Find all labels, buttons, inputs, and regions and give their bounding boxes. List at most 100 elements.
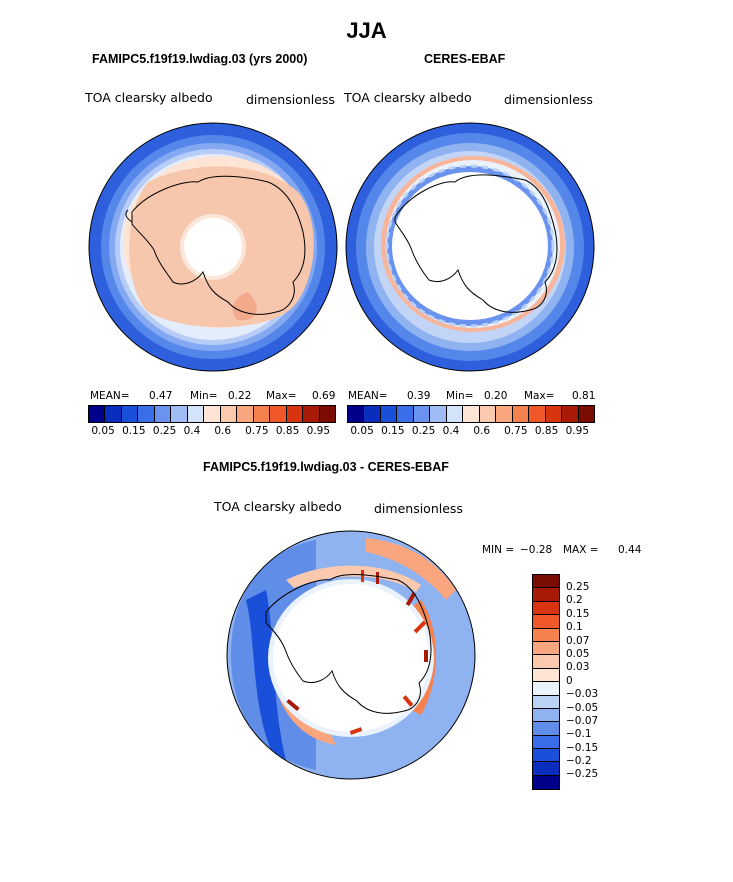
obs-max-value: 0.81 bbox=[572, 390, 596, 402]
colorbar-swatch bbox=[533, 735, 559, 750]
colorbar-tick-label: 0.15 bbox=[566, 607, 590, 620]
colorbar-swatch bbox=[348, 406, 365, 422]
colorbar-tick-label: 0.85 bbox=[275, 425, 300, 437]
colorbar-tick-label: 0.03 bbox=[566, 661, 590, 674]
model-colorbar-ticks: 0.05 0.15 0.25 0.4 0.6 0.75 0.85 0.95 bbox=[88, 425, 334, 439]
obs-variable-label: TOA clearsky albedo bbox=[344, 90, 472, 105]
colorbar-tick-label: 0.25 bbox=[152, 425, 177, 437]
diff-polar-map bbox=[226, 530, 476, 780]
colorbar-swatch bbox=[533, 601, 559, 616]
diff-units-label: dimensionless bbox=[374, 501, 463, 516]
colorbar-tick-label: 0.2 bbox=[566, 594, 583, 607]
model-max-label: Max= bbox=[266, 390, 297, 402]
colorbar-swatch bbox=[171, 406, 188, 422]
colorbar-tick-label: 0.95 bbox=[306, 425, 331, 437]
colorbar-tick-label: 0.25 bbox=[411, 425, 436, 437]
model-min-value: 0.22 bbox=[228, 390, 252, 402]
colorbar-tick-label: −0.25 bbox=[566, 768, 599, 781]
colorbar-swatch bbox=[220, 406, 238, 422]
colorbar-swatch bbox=[89, 406, 106, 422]
model-variable-label: TOA clearsky albedo bbox=[85, 90, 213, 105]
colorbar-swatch bbox=[562, 406, 579, 422]
diff-panel-title: FAMIPC5.f19f19.lwdiag.03 - CERES-EBAF bbox=[203, 460, 449, 474]
colorbar-swatch bbox=[270, 406, 287, 422]
colorbar-swatch bbox=[578, 406, 595, 422]
colorbar-swatch bbox=[446, 406, 464, 422]
obs-min-value: 0.20 bbox=[484, 390, 508, 402]
colorbar-swatch bbox=[533, 762, 559, 776]
diff-colorbar bbox=[532, 574, 560, 791]
colorbar-tick-label: 0.05 bbox=[566, 647, 590, 660]
colorbar-swatch bbox=[303, 406, 320, 422]
colorbar-tick-label: 0.6 bbox=[473, 425, 491, 437]
diff-min-label: MIN = bbox=[482, 544, 515, 556]
colorbar-swatch bbox=[533, 708, 559, 723]
obs-panel-title: CERES-EBAF bbox=[424, 52, 506, 66]
colorbar-swatch bbox=[512, 406, 530, 422]
obs-units-label: dimensionless bbox=[504, 92, 593, 107]
colorbar-swatch bbox=[533, 615, 559, 629]
colorbar-swatch bbox=[533, 695, 559, 709]
colorbar-tick-label: 0.4 bbox=[442, 425, 460, 437]
obs-mean-label: MEAN= bbox=[348, 390, 388, 402]
obs-mean-value: 0.39 bbox=[407, 390, 431, 402]
colorbar-swatch bbox=[204, 406, 221, 422]
colorbar-swatch bbox=[533, 682, 559, 696]
colorbar-tick-label: 0.15 bbox=[122, 425, 146, 437]
colorbar-tick-label: −0.2 bbox=[566, 755, 592, 768]
colorbar-swatch bbox=[533, 628, 559, 642]
colorbar-tick-label: −0.07 bbox=[566, 714, 599, 727]
obs-colorbar-ticks: 0.05 0.15 0.25 0.4 0.6 0.75 0.85 0.95 bbox=[347, 425, 593, 439]
colorbar-swatch bbox=[533, 641, 559, 656]
colorbar-tick-label: 0.75 bbox=[245, 425, 269, 437]
obs-colorbar bbox=[347, 405, 595, 423]
colorbar-swatch bbox=[138, 406, 155, 422]
colorbar-tick-label: 0.15 bbox=[381, 425, 405, 437]
colorbar-swatch bbox=[533, 775, 559, 790]
model-max-value: 0.69 bbox=[312, 390, 336, 402]
colorbar-swatch bbox=[286, 406, 304, 422]
diff-max-label: MAX = bbox=[563, 544, 599, 556]
colorbar-swatch bbox=[413, 406, 431, 422]
colorbar-swatch bbox=[533, 655, 559, 669]
colorbar-swatch bbox=[533, 668, 559, 683]
model-units-label: dimensionless bbox=[246, 92, 335, 107]
colorbar-swatch bbox=[237, 406, 254, 422]
colorbar-swatch bbox=[529, 406, 546, 422]
colorbar-tick-label: 0.95 bbox=[565, 425, 590, 437]
model-panel-title: FAMIPC5.f19f19.lwdiag.03 (yrs 2000) bbox=[92, 52, 308, 66]
colorbar-swatch bbox=[430, 406, 447, 422]
colorbar-tick-label: 0.07 bbox=[566, 634, 590, 647]
obs-min-label: Min= bbox=[446, 390, 474, 402]
colorbar-tick-label: −0.1 bbox=[566, 728, 592, 741]
colorbar-tick-label: 0.25 bbox=[566, 581, 590, 593]
model-colorbar bbox=[88, 405, 336, 423]
obs-polar-map bbox=[345, 122, 595, 372]
colorbar-tick-label: 0 bbox=[566, 674, 573, 687]
colorbar-swatch bbox=[533, 575, 559, 589]
colorbar-swatch bbox=[533, 588, 559, 602]
colorbar-tick-label: 0.75 bbox=[504, 425, 528, 437]
colorbar-tick-label: −0.03 bbox=[566, 688, 599, 701]
colorbar-swatch bbox=[121, 406, 139, 422]
model-min-label: Min= bbox=[190, 390, 218, 402]
colorbar-swatch bbox=[319, 406, 336, 422]
colorbar-swatch bbox=[496, 406, 513, 422]
colorbar-tick-label: 0.4 bbox=[183, 425, 201, 437]
colorbar-swatch bbox=[545, 406, 563, 422]
colorbar-tick-label: 0.05 bbox=[91, 425, 115, 437]
colorbar-tick-label: −0.15 bbox=[566, 741, 599, 754]
model-mean-value: 0.47 bbox=[149, 390, 173, 402]
diff-colorbar-ticks: 0.25 0.2 0.15 0.1 0.07 0.05 0.03 0 −0.03 −0.05 −0.… bbox=[566, 581, 598, 782]
model-mean-label: MEAN= bbox=[90, 390, 130, 402]
diff-max-value: 0.44 bbox=[618, 544, 642, 556]
diff-min-value: −0.28 bbox=[520, 544, 553, 556]
colorbar-swatch bbox=[533, 722, 559, 736]
obs-max-label: Max= bbox=[524, 390, 555, 402]
model-polar-map bbox=[88, 122, 338, 372]
colorbar-swatch bbox=[154, 406, 172, 422]
colorbar-tick-label: 0.1 bbox=[566, 621, 583, 634]
colorbar-swatch bbox=[105, 406, 122, 422]
diff-variable-label: TOA clearsky albedo bbox=[214, 499, 342, 514]
figure-title: JJA bbox=[346, 18, 387, 43]
